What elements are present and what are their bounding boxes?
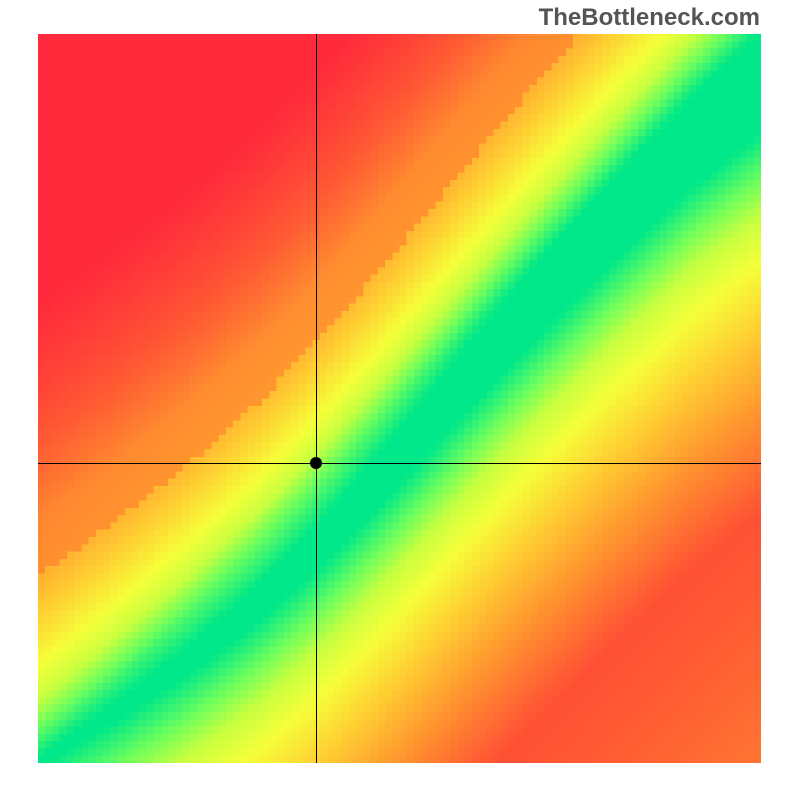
chart-container: TheBottleneck.com xyxy=(0,0,800,800)
crosshair-vertical xyxy=(316,34,317,763)
watermark-text: TheBottleneck.com xyxy=(539,4,760,32)
crosshair-horizontal xyxy=(38,463,761,464)
selection-marker xyxy=(310,457,322,469)
bottleneck-heatmap xyxy=(38,34,761,763)
